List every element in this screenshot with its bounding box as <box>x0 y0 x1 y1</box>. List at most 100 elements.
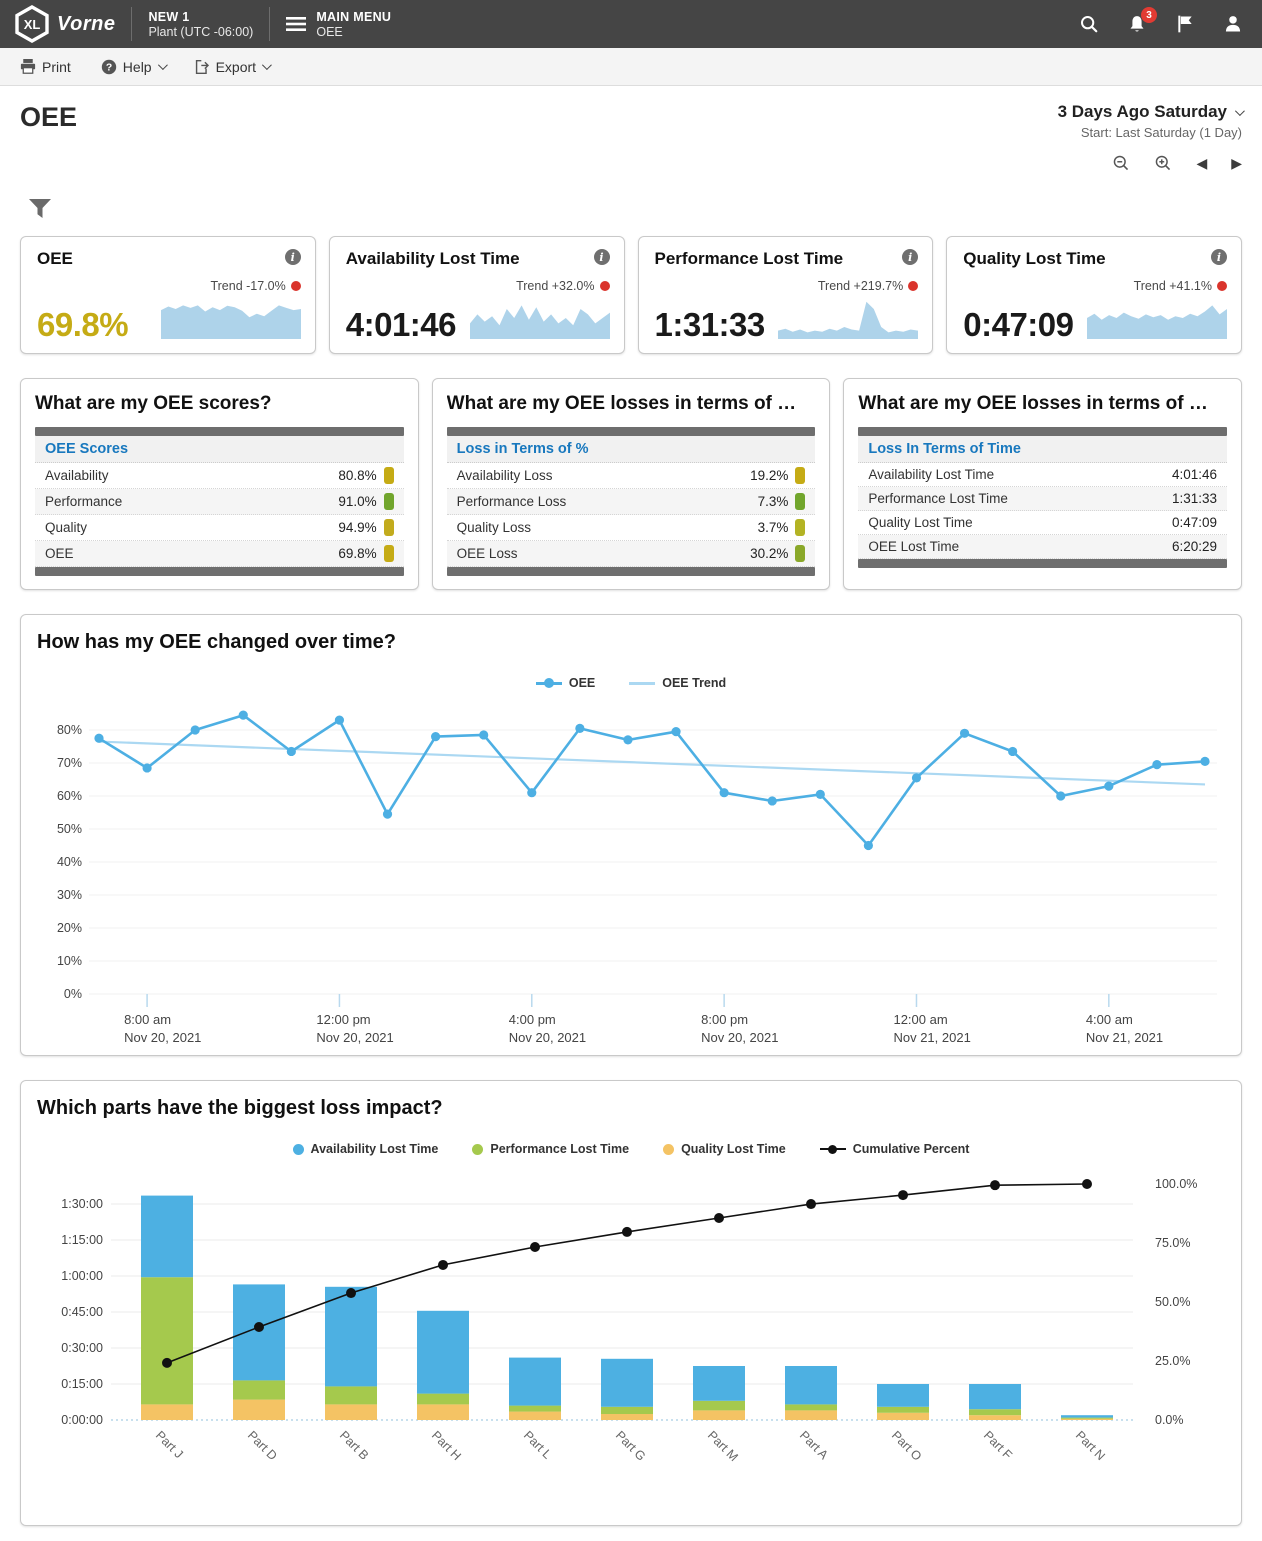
table-row: OEE 69.8% <box>35 541 404 567</box>
user-button[interactable] <box>1222 13 1244 35</box>
date-range-start: Start: Last Saturday (1 Day) <box>1080 125 1242 140</box>
trend-status-dot <box>908 281 919 291</box>
kpi-card-performance-lost-time: Performance Lost Time i 1:31:33 Trend +2… <box>637 236 934 354</box>
table-row: Quality Loss 3.7% <box>446 515 816 541</box>
legend-item-cumulative[interactable]: Cumulative Percent <box>819 1142 969 1156</box>
print-button[interactable]: Print <box>20 59 71 75</box>
zoom-in-button[interactable] <box>1154 154 1172 172</box>
svg-text:0%: 0% <box>64 987 82 1001</box>
table-section-link[interactable]: Loss in Terms of % <box>446 436 816 463</box>
svg-text:Part J: Part J <box>153 1428 186 1461</box>
print-label: Print <box>42 58 71 75</box>
table-top-bar <box>35 427 404 436</box>
score-pill <box>795 467 806 484</box>
availability-marker-icon <box>292 1143 304 1155</box>
table-top-bar <box>446 427 816 436</box>
table-row: Performance Loss 7.3% <box>446 489 816 515</box>
svg-text:50.0%: 50.0% <box>1155 1295 1190 1309</box>
svg-text:80%: 80% <box>57 723 82 737</box>
table-row: OEE Lost Time 6:20:29 <box>858 535 1228 559</box>
svg-text:8:00 pm: 8:00 pm <box>701 1012 748 1027</box>
user-icon <box>1225 16 1241 32</box>
kpi-value: 0:47:09 <box>963 306 1074 343</box>
kpi-trend-label: Trend +41.1% <box>1133 279 1212 293</box>
svg-text:Part B: Part B <box>337 1428 371 1462</box>
date-range-selector[interactable]: 3 Days Ago Saturday <box>1058 102 1245 122</box>
oee-loss-percent-table: What are my OEE losses in terms of … Los… <box>431 378 831 590</box>
line-marker-icon <box>629 678 656 688</box>
help-button[interactable]: ? Help <box>101 59 168 75</box>
oee-scores-table: What are my OEE scores? OEE Scores Avail… <box>20 378 419 590</box>
svg-text:100.0%: 100.0% <box>1155 1177 1197 1191</box>
oee-trend-chart-card: How has my OEE changed over time? OEE OE… <box>20 614 1242 1056</box>
chevron-down-icon <box>262 60 272 71</box>
info-icon[interactable]: i <box>284 249 301 265</box>
table-question: What are my OEE losses in terms of … <box>858 393 1208 414</box>
performance-marker-icon <box>472 1143 484 1155</box>
score-pill <box>383 545 394 562</box>
main-menu-label: MAIN MENU <box>316 9 392 24</box>
svg-text:20%: 20% <box>57 921 82 935</box>
svg-text:60%: 60% <box>57 789 82 803</box>
site-selector[interactable]: NEW 1 Plant (UTC -06:00) <box>148 10 253 39</box>
divider <box>131 7 133 41</box>
svg-text:Nov 21, 2021: Nov 21, 2021 <box>893 1030 970 1044</box>
legend-item-oee-trend[interactable]: OEE Trend <box>629 676 726 690</box>
export-button[interactable]: Export <box>195 59 272 75</box>
score-pill <box>383 493 394 510</box>
chevron-down-icon <box>1234 105 1245 116</box>
search-button[interactable] <box>1078 13 1100 35</box>
notifications-button[interactable]: 3 <box>1126 7 1157 35</box>
main-menu-button[interactable]: MAIN MENU OEE <box>286 10 391 39</box>
brand-logo[interactable]: XL Vorne <box>14 5 115 43</box>
svg-text:50%: 50% <box>57 822 82 836</box>
score-pill <box>383 467 394 484</box>
table-question: What are my OEE scores? <box>35 393 272 414</box>
next-period-button[interactable]: ▶ <box>1231 154 1242 171</box>
cumulative-marker-icon <box>819 1144 846 1154</box>
table-bottom-bar <box>858 559 1228 568</box>
legend-item-availability[interactable]: Availability Lost Time <box>292 1142 438 1156</box>
notification-badge: 3 <box>1141 7 1157 23</box>
previous-period-button[interactable]: ◀ <box>1196 154 1208 171</box>
info-icon[interactable]: i <box>1211 249 1227 265</box>
legend-item-performance[interactable]: Performance Lost Time <box>472 1142 629 1156</box>
kpi-card-availability-lost-time: Availability Lost Time i 4:01:46 Trend +… <box>328 236 625 354</box>
info-icon[interactable]: i <box>902 249 919 265</box>
table-question: What are my OEE losses in terms of … <box>446 393 797 414</box>
table-section-link[interactable]: Loss In Terms of Time <box>858 436 1228 463</box>
filter-button[interactable] <box>28 199 52 223</box>
export-icon <box>195 59 209 74</box>
flag-icon <box>1178 15 1192 33</box>
svg-text:Part H: Part H <box>429 1428 464 1463</box>
legend-item-quality[interactable]: Quality Lost Time <box>663 1142 786 1156</box>
svg-text:4:00 pm: 4:00 pm <box>509 1012 556 1027</box>
line-chart-legend: OEE OEE Trend <box>37 676 1225 690</box>
loss-pareto-chart: 0:00:00 0:15:00 0:30:00 0:45:00 1:00:00 1:15:… <box>61 1177 1197 1464</box>
svg-text:Nov 21, 2021: Nov 21, 2021 <box>1086 1030 1163 1044</box>
kpi-title: Quality Lost Time <box>963 249 1106 268</box>
info-icon[interactable]: i <box>593 249 610 265</box>
legend-item-oee[interactable]: OEE <box>535 676 595 690</box>
flags-button[interactable] <box>1174 13 1196 35</box>
chart-title: How has my OEE changed over time? <box>37 631 396 653</box>
zoom-out-button[interactable] <box>1112 154 1130 172</box>
table-bottom-bar <box>446 567 816 576</box>
summary-tables-row: What are my OEE scores? OEE Scores Avail… <box>20 378 1243 590</box>
score-pill <box>795 519 806 536</box>
table-row: Quality 94.9% <box>35 515 404 541</box>
table-section-link[interactable]: OEE Scores <box>35 436 404 463</box>
svg-text:Part G: Part G <box>613 1428 648 1463</box>
trend-status-dot <box>599 281 610 291</box>
hamburger-icon <box>286 17 307 31</box>
sparkline-chart <box>778 301 919 339</box>
sparkline-chart <box>160 305 301 339</box>
svg-text:75.0%: 75.0% <box>1155 1236 1190 1250</box>
table-row: Availability 80.8% <box>35 463 404 489</box>
kpi-card-quality-lost-time: Quality Lost Time i 0:47:09 Trend +41.1% <box>946 236 1242 354</box>
sparkline-chart <box>469 305 610 339</box>
kpi-value: 1:31:33 <box>654 306 766 343</box>
svg-text:8:00 am: 8:00 am <box>124 1012 171 1027</box>
current-page-label: OEE <box>316 24 343 39</box>
svg-text:0:30:00: 0:30:00 <box>61 1341 103 1355</box>
